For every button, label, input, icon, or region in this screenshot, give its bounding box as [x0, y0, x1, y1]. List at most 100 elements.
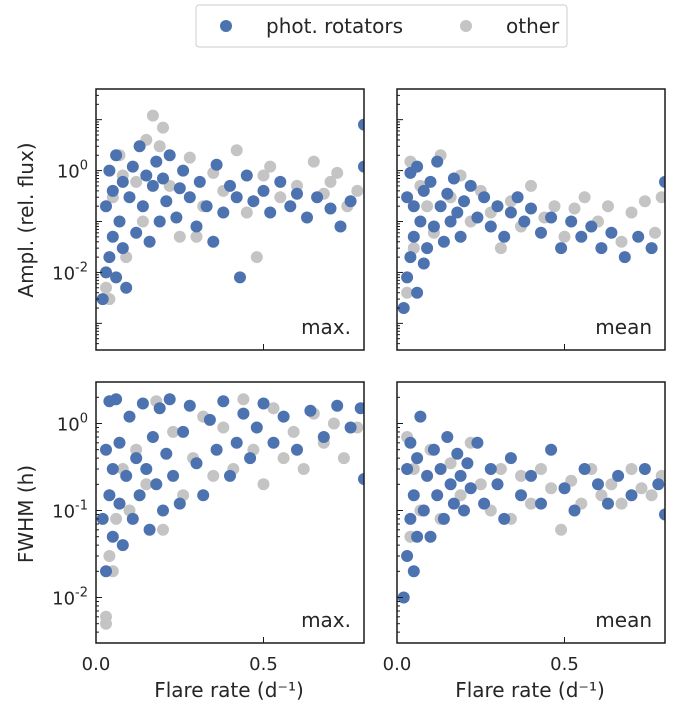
point-phot-rotator — [575, 230, 588, 243]
point-phot-rotator — [146, 431, 159, 443]
point-phot-rotator — [454, 469, 467, 482]
point-phot-rotator — [160, 195, 173, 208]
point-phot-rotator — [354, 402, 364, 415]
point-phot-rotator — [103, 489, 116, 502]
point-phot-rotator — [324, 202, 337, 215]
point-phot-rotator — [167, 469, 180, 482]
point-phot-rotator — [652, 478, 665, 491]
point-phot-rotator — [203, 413, 216, 426]
panel-tag: mean — [595, 315, 652, 339]
point-other — [307, 155, 320, 168]
point-phot-rotator — [106, 530, 119, 543]
point-phot-rotator — [421, 469, 434, 482]
point-phot-rotator — [123, 410, 136, 423]
y-ticks — [96, 88, 102, 351]
point-phot-rotator — [464, 482, 477, 495]
y-axis-label-fwhm: FWHM (h) — [14, 465, 38, 563]
point-phot-rotator — [578, 463, 591, 475]
point-other — [207, 469, 220, 482]
point-phot-rotator — [163, 149, 176, 162]
point-other — [474, 478, 487, 491]
point-phot-rotator — [100, 200, 112, 213]
point-phot-rotator — [106, 230, 119, 243]
point-phot-rotator — [411, 286, 424, 299]
point-phot-rotator — [447, 497, 460, 510]
point-phot-rotator — [133, 140, 146, 153]
point-other — [250, 251, 263, 264]
legend-label-phot-rotators: phot. rotators — [266, 14, 403, 38]
point-phot-rotator — [454, 230, 467, 243]
point-phot-rotator — [618, 251, 631, 264]
point-other — [297, 463, 310, 475]
point-other — [217, 421, 230, 434]
point-phot-rotator — [96, 512, 109, 525]
point-other — [568, 202, 581, 215]
point-phot-rotator — [157, 504, 169, 517]
point-phot-rotator — [417, 257, 430, 270]
point-phot-rotator — [358, 160, 364, 173]
y-ticks — [397, 381, 403, 644]
point-phot-rotator — [458, 195, 470, 208]
y-ticks — [397, 88, 403, 351]
x-axis-label-right: Flare rate (d⁻¹) — [455, 678, 605, 702]
point-phot-rotator — [518, 215, 531, 228]
point-phot-rotator — [210, 443, 223, 456]
point-phot-rotator — [411, 530, 424, 543]
point-phot-rotator — [157, 172, 169, 185]
point-phot-rotator — [397, 591, 410, 604]
point-phot-rotator — [504, 206, 517, 219]
x-tick-label: 0.0 — [383, 654, 412, 675]
point-phot-rotator — [334, 220, 347, 233]
point-phot-rotator — [659, 175, 665, 188]
point-phot-rotator — [140, 463, 153, 475]
point-phot-rotator — [116, 242, 129, 255]
point-phot-rotator — [311, 191, 324, 204]
point-phot-rotator — [498, 512, 511, 525]
point-phot-rotator — [498, 230, 511, 243]
point-phot-rotator — [110, 271, 123, 284]
point-phot-rotator — [595, 242, 608, 255]
point-phot-rotator — [113, 215, 126, 228]
point-other — [230, 144, 243, 157]
point-phot-rotator — [100, 443, 112, 456]
point-phot-rotator — [170, 211, 183, 224]
point-other — [655, 191, 665, 204]
point-other — [327, 417, 340, 430]
point-other — [602, 200, 614, 213]
point-other — [146, 109, 159, 122]
point-phot-rotator — [434, 463, 447, 475]
point-phot-rotator — [414, 215, 427, 228]
legend: phot. rotators other — [195, 4, 568, 48]
point-phot-rotator — [344, 421, 357, 434]
point-phot-rotator — [163, 393, 176, 406]
point-phot-rotator — [427, 220, 440, 233]
point-phot-rotator — [515, 489, 527, 502]
point-other — [494, 242, 507, 255]
point-phot-rotator — [407, 489, 420, 502]
point-other — [130, 175, 143, 188]
point-phot-rotator — [173, 497, 186, 510]
point-phot-rotator — [447, 172, 460, 185]
y-ticks — [96, 381, 102, 644]
point-phot-rotator — [555, 242, 568, 255]
y-tick-label: 10-2 — [52, 260, 88, 284]
point-other — [240, 206, 253, 219]
point-phot-rotator — [535, 497, 547, 510]
point-phot-rotator — [424, 175, 437, 188]
point-phot-rotator — [103, 164, 116, 177]
point-other — [153, 140, 166, 153]
point-phot-rotator — [264, 206, 277, 219]
point-phot-rotator — [143, 523, 156, 536]
point-phot-rotator — [136, 200, 149, 213]
point-other — [264, 160, 277, 173]
axes-frame — [396, 88, 666, 351]
point-other — [595, 489, 608, 502]
point-other — [257, 169, 270, 182]
x-ticks — [95, 637, 264, 643]
point-other — [103, 550, 116, 562]
point-phot-rotator — [344, 195, 357, 208]
point-phot-rotator — [397, 302, 410, 314]
x-ticks — [95, 344, 264, 350]
point-phot-rotator — [484, 463, 497, 475]
point-other — [337, 452, 350, 465]
